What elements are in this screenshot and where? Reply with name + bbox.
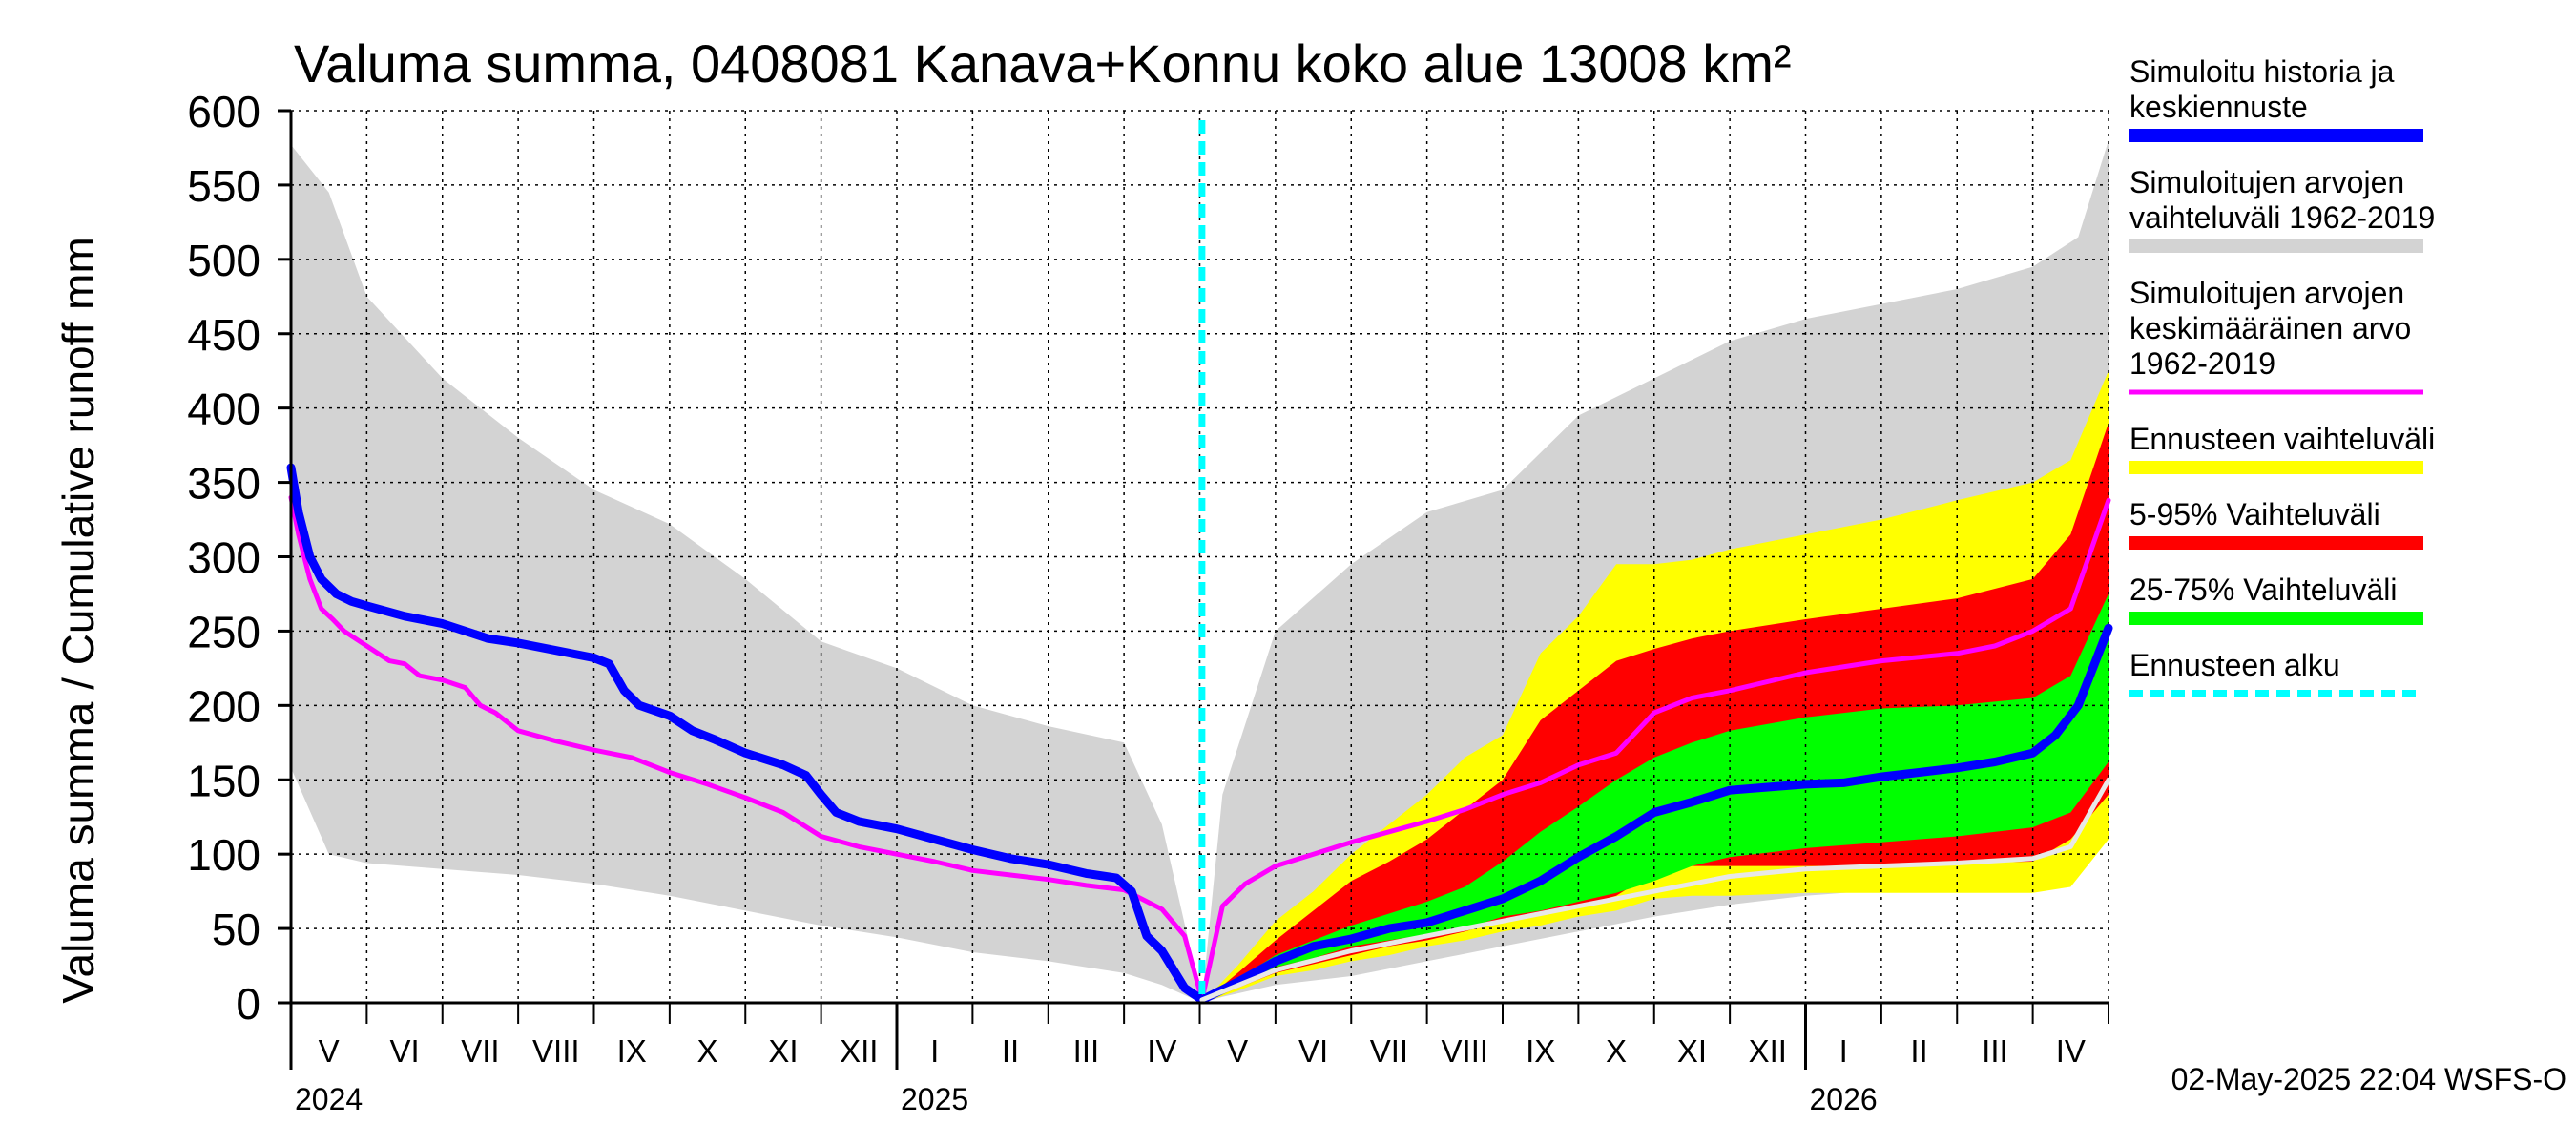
month-label: III (1982, 1033, 2008, 1069)
y-tick-label: 450 (187, 310, 260, 360)
month-label: IX (617, 1033, 647, 1069)
y-tick-label: 550 (187, 161, 260, 211)
y-tick-label: 100 (187, 830, 260, 880)
legend-label: 25-75% Vaihteluväli (2129, 572, 2397, 607)
month-label: IV (2056, 1033, 2086, 1069)
series-simuloitu-historia-ja-keskiennuste (286, 463, 2113, 1005)
year-label: 2026 (1810, 1082, 1878, 1116)
month-label: XII (840, 1033, 878, 1069)
chart-title: Valuma summa, 0408081 Kanava+Konnu koko … (294, 33, 1792, 94)
y-tick-label: 350 (187, 459, 260, 509)
month-label: V (319, 1033, 340, 1069)
year-label: 2025 (901, 1082, 968, 1116)
month-label: III (1073, 1033, 1100, 1069)
legend-label: Ennusteen vaihteluväli (2129, 422, 2435, 456)
legend-label: Simuloitujen arvojen (2129, 276, 2404, 310)
month-label: XI (1677, 1033, 1707, 1069)
month-label: VII (461, 1033, 499, 1069)
series-lines (286, 120, 2113, 1005)
legend-label: vaihteluväli 1962-2019 (2129, 200, 2435, 235)
month-label: VIII (1442, 1033, 1489, 1069)
legend-label: keskimääräinen arvo (2129, 311, 2411, 345)
month-label: I (1839, 1033, 1848, 1069)
y-tick-label: 50 (212, 905, 260, 954)
legend-label: Simuloitujen arvojen (2129, 165, 2404, 199)
y-tick-label: 200 (187, 681, 260, 731)
y-axis-label: Valuma summa / Cumulative runoff mm (53, 237, 103, 1004)
legend-label: keskiennuste (2129, 90, 2308, 124)
month-label: II (1910, 1033, 1927, 1069)
y-tick-label: 150 (187, 756, 260, 805)
y-tick-label: 250 (187, 607, 260, 656)
y-tick-label: 0 (236, 979, 260, 1029)
year-label: 2024 (295, 1082, 363, 1116)
month-label: IX (1526, 1033, 1555, 1069)
month-label: VIII (532, 1033, 580, 1069)
month-label: X (1606, 1033, 1627, 1069)
month-label: IV (1147, 1033, 1176, 1069)
y-tick-label: 300 (187, 533, 260, 583)
month-label: XII (1749, 1033, 1787, 1069)
month-label: VI (389, 1033, 419, 1069)
timestamp-footer: 02-May-2025 22:04 WSFS-O (2171, 1062, 2566, 1096)
y-tick-label: 500 (187, 236, 260, 285)
month-label: I (930, 1033, 939, 1069)
series-simuloitu-historia-valkoinen (1199, 777, 2111, 1003)
month-label: V (1227, 1033, 1248, 1069)
month-label: X (697, 1033, 718, 1069)
month-label: II (1002, 1033, 1019, 1069)
legend-label: Ennusteen alku (2129, 648, 2340, 682)
y-tick-label: 400 (187, 385, 260, 434)
series-simuloitujen-arvojen-keskim-r-inen-arvo-1962-2019 (288, 494, 2111, 1003)
month-label: VI (1298, 1033, 1328, 1069)
legend-label: 5-95% Vaihteluväli (2129, 497, 2380, 531)
month-label: XI (768, 1033, 798, 1069)
month-label: VII (1370, 1033, 1408, 1069)
band-25-75-vaihteluv-li (1201, 593, 2109, 1003)
legend-label: Simuloitu historia ja (2129, 54, 2395, 89)
legend-label: 1962-2019 (2129, 346, 2275, 381)
y-tick-label: 600 (187, 87, 260, 136)
